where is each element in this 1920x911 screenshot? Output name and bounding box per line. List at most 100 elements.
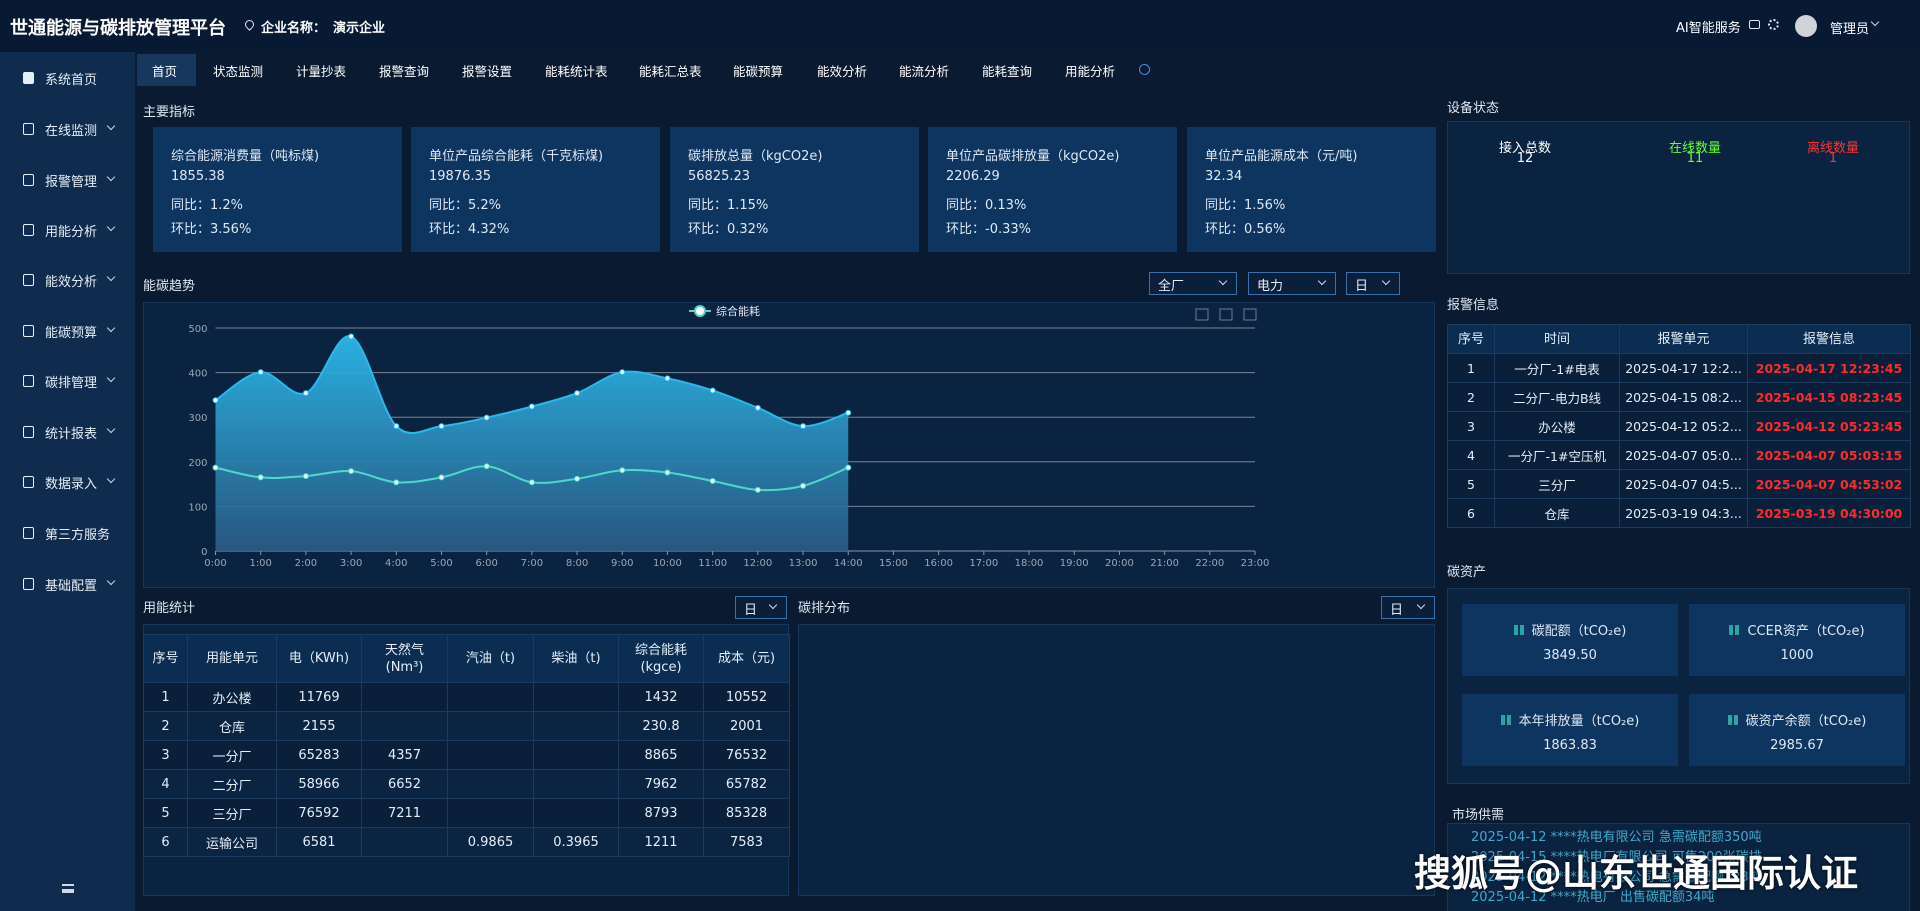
kpi-value: 56825.23 [688,169,751,184]
menu-item[interactable]: 基础配置 [0,570,135,598]
chevron [106,272,116,282]
avatar[interactable] [1795,15,1817,37]
table-cell: 6652 [361,769,448,799]
menu-icon [23,426,34,438]
company-label: 企业名称： [261,21,327,36]
market-item[interactable]: 2025-04-15 ****热电厂有限公司 可售200张碳排 [1471,850,1762,865]
table-cell: 办公楼 [1494,411,1620,441]
tab-bar: 首页 状态监测 计量抄表 报警查询 报警设置 能耗统计表 能耗汇总表 能碳预算 能效分析 能流分析… [135,52,1435,86]
table-cell [361,711,448,741]
asset-icon [1513,625,1524,635]
user-name[interactable]: 管理员 [1830,22,1870,37]
menu-item[interactable]: 用能分析 [0,216,135,244]
dropdown[interactable]: 日 [1381,596,1435,619]
close-tabs[interactable] [1139,64,1150,75]
dropdown[interactable]: 日 [735,596,787,619]
menu-label: 碳排管理 [45,376,98,391]
table-cell: 2025-04-15 08:2... [1619,382,1748,412]
menu-label: 数据录入 [45,477,98,492]
chevron [1218,276,1228,286]
table-cell [447,711,534,741]
kpi-yoy: 同比：1.56% [1205,198,1286,213]
message-icon[interactable] [1749,20,1760,29]
tab[interactable]: 报警查询 [379,64,430,79]
chevron [1416,600,1426,610]
menu-item[interactable]: 数据录入 [0,468,135,496]
market-item[interactable]: 2025-04-12 ****热电有限公司 急需碳配额123吨 [1471,870,1762,885]
tab[interactable]: 能碳预算 [733,64,784,79]
dropdown[interactable]: 日 [1346,272,1400,295]
menu-label: 在线监测 [45,124,98,139]
tab[interactable]: 用能分析 [1065,64,1116,79]
table-cell: 2025-04-07 05:0... [1619,440,1748,470]
dropdown-text: 电力 [1257,279,1284,294]
table-cell: 一分厂 [187,740,277,770]
asset-label-row: CCER资产（tCO₂e) [1689,620,1905,639]
dropdown-text: 日 [1355,279,1369,294]
table-row: 6 运输公司 6581 0.9865 0.3965 1211 7583 [143,827,790,857]
market-item[interactable]: 2025-04-12 ****热电厂 出售碳配额34吨 [1471,890,1715,905]
menu-item[interactable]: 第三方服务 [0,519,135,547]
menu-icon [23,224,34,236]
kpi-mom: 环比：4.32% [429,222,510,237]
table-cell [533,798,619,828]
table-cell: 7962 [618,769,704,799]
market-item[interactable]: 2025-04-12 ****热电有限公司 急需碳配额350吨 [1471,830,1762,845]
table-row: 5 三分厂 76592 7211 8793 85328 [143,798,790,828]
menu-icon [23,527,34,539]
sidebar: 系统首页在线监测报警管理用能分析能效分析能碳预算碳排管理统计报表数据录入第三方服… [0,52,135,911]
menu-item[interactable]: 在线监测 [0,115,135,143]
chevron [1870,17,1880,27]
chevron [106,373,116,383]
menu-item[interactable]: 统计报表 [0,418,135,446]
tab[interactable]: 计量抄表 [296,64,347,79]
table-cell: 11769 [276,682,362,712]
table-cell: 2 [1447,382,1495,412]
table-cell: 5 [1447,469,1495,499]
tab[interactable]: 能流分析 [899,64,950,79]
menu-item[interactable]: 报警管理 [0,166,135,194]
menu-item[interactable]: 能碳预算 [0,317,135,345]
asset-value: 2985.67 [1770,738,1824,753]
dropdown[interactable]: 电力 [1248,272,1336,295]
tab[interactable]: 首页 [152,64,178,79]
app-title: 世通能源与碳排放管理平台 [10,18,226,39]
table-cell: 三分厂 [1494,469,1620,499]
asset-value: 3849.50 [1543,648,1597,663]
tab[interactable]: 能耗汇总表 [639,64,702,79]
tab[interactable]: 能耗统计表 [545,64,608,79]
dropdown[interactable]: 全厂 [1149,272,1237,295]
table-row: 4 二分厂 58966 6652 7962 65782 [143,769,790,799]
settings-icon[interactable] [1768,19,1779,30]
menu-item[interactable]: 能效分析 [0,266,135,294]
menu-item[interactable]: 系统首页 [0,64,135,92]
section-title: 设备状态 [1447,101,1500,116]
kpi-mom: 环比：0.56% [1205,222,1286,237]
dropdown-text: 全厂 [1158,279,1185,294]
tab[interactable]: 能效分析 [817,64,868,79]
table-cell: 2025-04-07 04:5... [1619,469,1748,499]
tab[interactable]: 能耗查询 [982,64,1033,79]
section-title: 市场供需 [1452,808,1505,823]
device-value: 1 [1828,151,1838,166]
table-cell [533,740,619,770]
header-row: 序号 时间 报警单元 报警信息 [1447,324,1911,354]
tab[interactable]: 报警设置 [462,64,513,79]
collapse-button[interactable] [62,884,74,893]
asset-icon [1500,715,1511,725]
section-title: 碳排分布 [798,601,851,616]
table-row: 3 办公楼 2025-04-12 05:2... 2025-04-12 05:23:4… [1447,411,1911,441]
device-value: 12 [1516,151,1534,166]
table-cell: 58966 [276,769,362,799]
menu-icon [23,72,34,84]
menu-label: 报警管理 [45,175,98,190]
table-cell: 2025-04-17 12:2... [1619,353,1748,383]
tab[interactable]: 状态监测 [213,64,264,79]
pie-panel [798,624,1435,896]
chevron [106,474,116,484]
table-cell: 76592 [276,798,362,828]
ai-service[interactable]: AI智能服务 [1676,21,1741,36]
menu-item[interactable]: 碳排管理 [0,367,135,395]
kpi-mom: 环比：0.32% [688,222,769,237]
